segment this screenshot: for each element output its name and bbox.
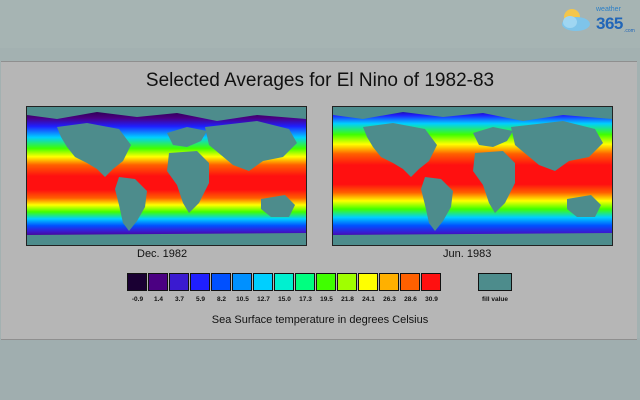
legend-label: 1.4: [153, 296, 164, 303]
legend-swatch: [148, 273, 168, 291]
logo-text-big: 365: [596, 14, 623, 33]
legend-labels: -0.9 1.4 3.7 5.9 8.2 10.5 12.7 15.0 17.3 19.5 21.8…: [127, 296, 442, 303]
fill-value-swatch: [478, 273, 512, 291]
legend-label: 12.7: [257, 296, 270, 303]
weather365-logo: [558, 6, 638, 40]
map-caption-right: Jun. 1983: [443, 248, 492, 260]
sst-map-jun-1983: [332, 106, 613, 246]
legend-label: 21.8: [341, 296, 354, 303]
legend-swatch: [400, 273, 420, 291]
legend-subtitle: Sea Surface temperature in degrees Celsi…: [211, 314, 429, 326]
legend-swatch: [421, 273, 441, 291]
bottom-band: [0, 338, 640, 400]
color-legend: [127, 273, 442, 293]
legend-label: 3.7: [174, 296, 185, 303]
legend-swatch: [211, 273, 231, 291]
legend-swatch: [253, 273, 273, 291]
fill-value-label: fill value: [481, 296, 508, 303]
legend-swatch: [127, 273, 147, 291]
legend-label: 19.5: [320, 296, 333, 303]
legend-label: 8.2: [216, 296, 227, 303]
legend-label: 17.3: [299, 296, 312, 303]
legend-swatch: [295, 273, 315, 291]
legend-label: 15.0: [278, 296, 291, 303]
legend-swatch: [169, 273, 189, 291]
legend-label: 10.5: [236, 296, 249, 303]
figure-title: Selected Averages for El Nino of 1982-83: [145, 70, 495, 91]
map-caption-left: Dec. 1982: [137, 248, 188, 260]
cloud-sun-icon: [562, 9, 590, 31]
legend-label: 30.9: [425, 296, 438, 303]
legend-swatch: [232, 273, 252, 291]
logo-text-com: .com: [624, 28, 635, 34]
legend-label: -0.9: [131, 296, 144, 303]
legend-label: 26.3: [383, 296, 396, 303]
legend-swatch: [316, 273, 336, 291]
legend-swatch: [274, 273, 294, 291]
legend-label: 5.9: [195, 296, 206, 303]
legend-swatch: [358, 273, 378, 291]
legend-swatch: [190, 273, 210, 291]
legend-swatch: [337, 273, 357, 291]
logo-text-small: weather: [596, 6, 621, 13]
legend-label: 28.6: [404, 296, 417, 303]
sst-map-dec-1982: [26, 106, 307, 246]
legend-label: 24.1: [362, 296, 375, 303]
legend-swatch: [379, 273, 399, 291]
top-band: [0, 0, 640, 48]
